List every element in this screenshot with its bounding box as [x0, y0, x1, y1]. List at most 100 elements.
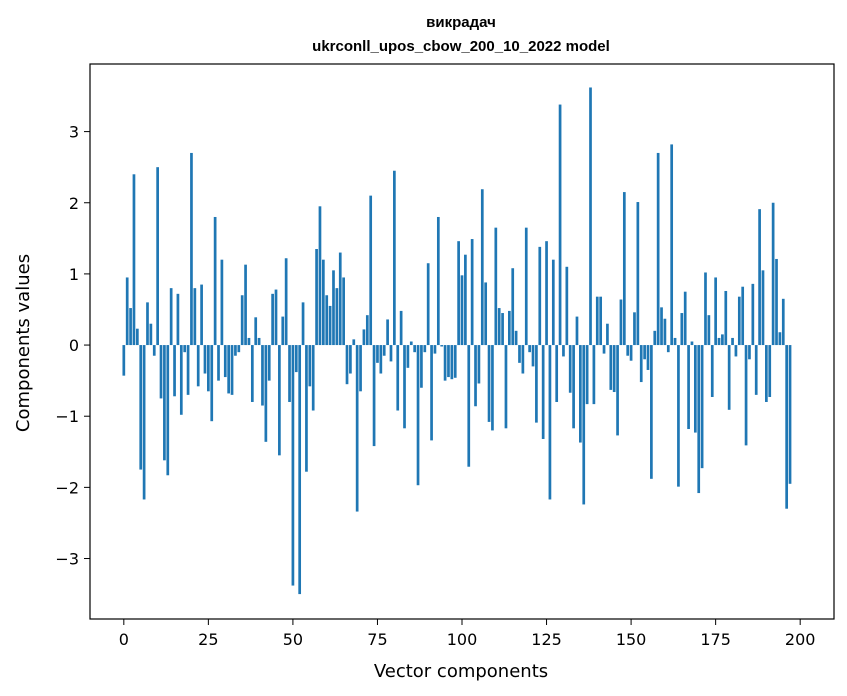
bar — [457, 241, 460, 346]
bar — [291, 345, 295, 586]
bar — [497, 308, 501, 346]
bar — [504, 345, 508, 429]
bar — [213, 216, 217, 346]
x-tick-label: 100 — [447, 630, 478, 649]
plot-area-frame — [89, 63, 835, 620]
bar — [342, 277, 345, 346]
bar — [788, 345, 792, 484]
bar — [551, 259, 555, 346]
bar — [321, 259, 325, 346]
bar — [643, 345, 646, 360]
bar — [267, 345, 271, 381]
bar — [511, 268, 515, 346]
bar — [538, 246, 542, 346]
bar — [700, 345, 704, 469]
bar — [555, 345, 559, 402]
bar — [217, 345, 220, 381]
bar — [680, 313, 684, 346]
bar — [785, 345, 789, 509]
bar — [568, 345, 572, 393]
y-tick-label: −3 — [55, 550, 79, 569]
bar — [318, 206, 322, 346]
bar — [335, 288, 339, 346]
bar — [622, 192, 626, 346]
bar — [775, 258, 778, 346]
bar — [734, 345, 738, 357]
bar — [338, 252, 342, 346]
bar — [436, 216, 440, 346]
bar — [139, 345, 143, 470]
bar — [514, 330, 518, 346]
bar — [660, 307, 663, 346]
bar — [308, 345, 312, 387]
bar — [453, 345, 457, 378]
bar — [163, 345, 166, 461]
bar — [352, 339, 356, 346]
bar — [386, 319, 389, 346]
x-axis-ticks: 0 25 50 75 100 125 150 175 200 — [119, 619, 816, 649]
bar — [430, 345, 433, 441]
bar — [666, 345, 670, 353]
bar — [382, 345, 386, 356]
bar — [257, 337, 261, 346]
bar — [470, 239, 474, 346]
bar — [166, 345, 170, 476]
bar — [426, 263, 430, 346]
bar — [518, 345, 521, 363]
bar — [264, 345, 268, 442]
bar — [440, 345, 444, 347]
bar — [710, 345, 714, 397]
bar — [714, 277, 717, 346]
bar — [737, 296, 741, 346]
bar — [460, 275, 464, 346]
bar — [650, 345, 653, 479]
bar — [616, 345, 619, 436]
bar — [355, 345, 359, 512]
bar — [771, 202, 775, 346]
x-tick-label: 125 — [531, 630, 562, 649]
bar — [230, 345, 234, 395]
y-tick-label: 2 — [69, 194, 79, 213]
bar — [535, 345, 538, 423]
bar — [176, 293, 180, 346]
y-axis-ticks: −3 −2 −1 0 1 2 3 — [55, 123, 90, 569]
bar — [234, 345, 237, 356]
bar — [707, 315, 711, 346]
bar — [633, 312, 636, 346]
bar — [159, 345, 163, 399]
bar — [416, 345, 420, 486]
bar — [683, 291, 687, 346]
x-axis-label: Vector components — [374, 661, 548, 682]
bar — [670, 144, 674, 346]
y-tick-label: 0 — [69, 336, 79, 355]
bar — [135, 328, 139, 346]
bar — [579, 345, 582, 443]
bar — [748, 345, 751, 360]
bar — [751, 283, 755, 346]
bar — [778, 332, 782, 346]
bar — [491, 345, 494, 431]
bar — [592, 345, 596, 405]
bar — [731, 337, 734, 346]
bar — [575, 316, 579, 346]
y-tick-label: −2 — [55, 478, 79, 497]
bar — [474, 345, 477, 407]
bar — [761, 270, 765, 346]
bar — [146, 302, 149, 346]
bar — [396, 345, 400, 411]
bar — [447, 345, 450, 378]
bar — [677, 345, 680, 487]
bar — [595, 296, 599, 346]
bar — [271, 293, 274, 346]
x-tick-label: 200 — [785, 630, 816, 649]
bar — [227, 345, 231, 394]
x-tick-label: 150 — [616, 630, 647, 649]
x-tick-label: 50 — [283, 630, 303, 649]
bar — [125, 277, 129, 346]
bar — [507, 310, 511, 346]
bar — [149, 323, 153, 346]
bar — [311, 345, 315, 411]
bar — [582, 345, 586, 505]
bar — [589, 87, 592, 346]
bar — [548, 345, 552, 500]
